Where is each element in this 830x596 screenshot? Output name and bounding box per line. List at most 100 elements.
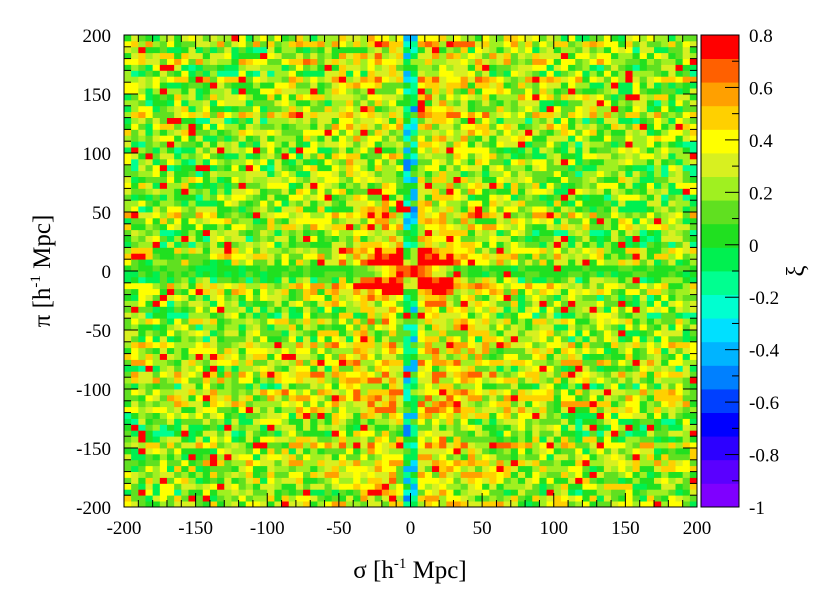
- heatmap-cell: [124, 206, 132, 213]
- heatmap-cell: [374, 412, 383, 419]
- heatmap-cell: [446, 229, 454, 236]
- heatmap-cell: [353, 188, 361, 195]
- heatmap-cell: [360, 318, 368, 325]
- heatmap-cell: [625, 406, 633, 413]
- heatmap-cell: [467, 324, 476, 331]
- heatmap-cell: [439, 253, 447, 260]
- heatmap-cell: [224, 406, 232, 413]
- heatmap-cell: [431, 223, 440, 231]
- heatmap-cell: [217, 164, 225, 172]
- heatmap-cell: [374, 371, 383, 378]
- heatmap-cell: [374, 501, 383, 508]
- heatmap-cell: [403, 212, 411, 219]
- heatmap-cell: [503, 453, 512, 461]
- heatmap-cell: [367, 147, 376, 154]
- heatmap-cell: [503, 330, 512, 337]
- heatmap-cell: [288, 223, 297, 231]
- heatmap-cell: [474, 501, 483, 508]
- heatmap-cell: [396, 147, 404, 154]
- heatmap-cell: [568, 282, 576, 290]
- heatmap-cell: [353, 276, 361, 284]
- heatmap-cell: [224, 259, 232, 266]
- heatmap-cell: [496, 495, 505, 502]
- heatmap-cell: [324, 318, 333, 325]
- heatmap-cell: [625, 389, 633, 396]
- heatmap-cell: [575, 341, 583, 349]
- heatmap-cell: [503, 288, 512, 295]
- heatmap-cell: [625, 436, 633, 443]
- heatmap-cell: [496, 436, 505, 443]
- heatmap-cell: [374, 235, 383, 242]
- heatmap-cell: [539, 241, 547, 248]
- heatmap-cell: [145, 424, 154, 431]
- heatmap-cell: [174, 206, 182, 213]
- heatmap-cell: [603, 294, 612, 301]
- heatmap-cell: [525, 377, 533, 384]
- heatmap-cell: [331, 294, 340, 301]
- heatmap-cell: [188, 442, 197, 449]
- heatmap-cell: [446, 158, 454, 166]
- heatmap-cell: [245, 259, 254, 266]
- heatmap-cell: [367, 383, 376, 390]
- heatmap-cell: [138, 412, 146, 419]
- heatmap-cell: [145, 182, 154, 189]
- heatmap-cell: [489, 153, 497, 160]
- heatmap-cell: [374, 200, 383, 207]
- heatmap-cell: [431, 147, 440, 154]
- heatmap-cell: [611, 306, 619, 313]
- heatmap-cell: [367, 294, 376, 301]
- heatmap-cell: [403, 300, 411, 307]
- heatmap-cell: [503, 153, 512, 160]
- heatmap-cell: [188, 206, 197, 213]
- heatmap-cell: [166, 365, 175, 372]
- heatmap-cell: [424, 341, 433, 349]
- heatmap-cell: [503, 489, 512, 496]
- heatmap-cell: [639, 459, 648, 467]
- heatmap-cell: [303, 359, 311, 366]
- heatmap-cell: [539, 141, 547, 148]
- heatmap-cell: [159, 288, 168, 295]
- heatmap-cell: [689, 147, 698, 154]
- heatmap-cell: [403, 483, 411, 490]
- heatmap-cell: [245, 188, 254, 195]
- heatmap-cell: [288, 465, 297, 472]
- heatmap-cell: [166, 442, 175, 449]
- heatmap-cell: [367, 259, 376, 266]
- heatmap-cell: [539, 247, 547, 254]
- heatmap-cell: [582, 288, 590, 295]
- heatmap-cell: [281, 176, 290, 183]
- heatmap-cell: [517, 176, 526, 183]
- heatmap-cell: [159, 206, 168, 213]
- heatmap-cell: [417, 253, 426, 260]
- heatmap-cell: [546, 353, 555, 360]
- heatmap-cell: [474, 406, 483, 413]
- heatmap-cell: [646, 141, 655, 148]
- heatmap-cell: [675, 229, 684, 236]
- heatmap-cell: [467, 436, 476, 443]
- heatmap-cell: [625, 188, 633, 195]
- heatmap-cell: [675, 412, 684, 419]
- heatmap-cell: [532, 412, 540, 419]
- heatmap-cell: [639, 147, 648, 154]
- heatmap-cell: [482, 147, 490, 154]
- heatmap-cell: [474, 300, 483, 307]
- heatmap-cell: [682, 359, 691, 366]
- heatmap-cell: [166, 330, 175, 337]
- heatmap-cell: [582, 217, 590, 225]
- heatmap-cell: [510, 158, 519, 166]
- heatmap-cell: [446, 153, 454, 160]
- heatmap-cell: [252, 294, 261, 301]
- heatmap-cell: [124, 394, 132, 402]
- heatmap-cell: [582, 176, 590, 183]
- heatmap-cell: [138, 359, 146, 366]
- heatmap-cell: [389, 217, 397, 225]
- heatmap-cell: [310, 412, 318, 419]
- heatmap-cell: [360, 212, 368, 219]
- heatmap-cell: [589, 459, 598, 467]
- heatmap-cell: [374, 288, 383, 295]
- heatmap-cell: [553, 294, 562, 301]
- heatmap-cell: [389, 288, 397, 295]
- heatmap-cell: [568, 164, 576, 172]
- heatmap-cell: [431, 288, 440, 295]
- heatmap-cell: [689, 406, 698, 413]
